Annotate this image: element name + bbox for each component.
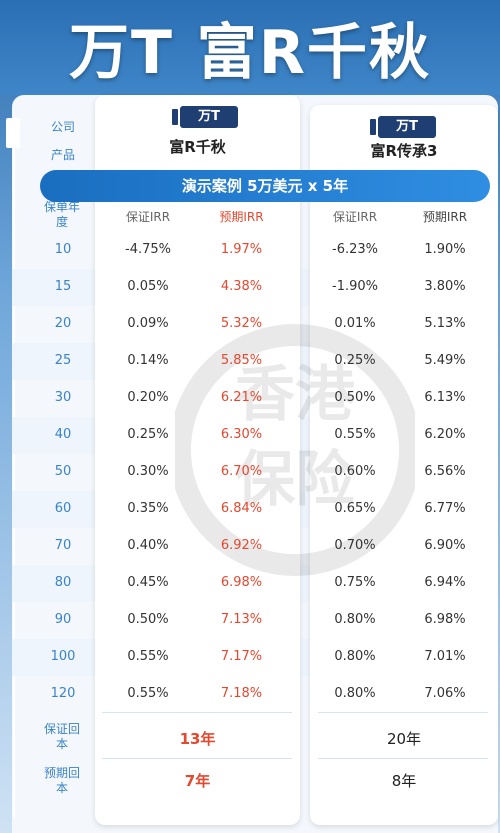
label-guaranteed-breakeven: 保证回本 [43,722,80,751]
expected-irr-a: 6.92% [220,538,263,553]
expected-irr-b: 7.01% [424,649,466,664]
guaranteed-breakeven-b: 20年 [386,730,422,748]
policy-year: 60 [54,501,72,516]
bookmark-tag [6,118,20,148]
expected-irr-a: 6.21% [220,390,263,405]
expected-irr-a: 6.84% [220,501,263,516]
expected-irr-b: 6.13% [424,390,466,405]
expected-irr-b: 6.20% [424,427,466,442]
col-expected-irr-b: 预期IRR [422,210,468,224]
plan-card-b [310,105,498,825]
policy-year: 30 [54,390,72,405]
company-logo-icon [172,109,178,125]
policy-year: 70 [54,538,72,553]
guaranteed-irr-a: 0.50% [127,612,169,627]
guaranteed-irr-b: 0.50% [334,390,376,405]
company-logo-icon [370,119,376,135]
company-logo-b: 万T [378,116,436,138]
expected-irr-b: 7.06% [424,686,466,701]
col-expected-irr-a: 预期IRR [219,210,264,224]
expected-irr-a: 6.30% [220,427,263,442]
guaranteed-irr-b: 0.70% [334,538,376,553]
expected-irr-a: 7.17% [220,649,263,664]
policy-year: 10 [54,242,72,257]
guaranteed-irr-a: 0.40% [127,538,169,553]
policy-year: 120 [50,686,76,701]
guaranteed-irr-b: 0.75% [334,575,376,590]
guaranteed-irr-a: 0.30% [127,464,169,479]
guaranteed-irr-b: 0.01% [334,316,376,331]
expected-irr-b: 5.13% [424,316,466,331]
company-logo-a: 万T [180,106,238,128]
policy-year: 100 [50,649,76,664]
guaranteed-irr-b: 0.55% [334,427,376,442]
expected-irr-a: 7.18% [220,686,263,701]
guaranteed-irr-b: 0.80% [334,612,376,627]
col-guaranteed-irr-b: 保证IRR [332,210,378,224]
expected-irr-b: 5.49% [424,353,466,368]
divider [318,758,488,759]
expected-irr-b: 6.94% [424,575,466,590]
divider [102,758,292,759]
guaranteed-irr-a: 0.14% [127,353,169,368]
guaranteed-irr-a: -4.75% [125,242,171,257]
policy-year: 15 [54,279,72,294]
label-policy-year: 保单年度 [43,200,80,229]
expected-irr-b: 1.90% [424,242,466,257]
guaranteed-irr-a: 0.25% [127,427,169,442]
expected-breakeven-b: 8年 [391,772,417,790]
divider [318,712,488,713]
guaranteed-irr-b: 0.25% [334,353,376,368]
expected-irr-a: 5.85% [220,353,263,368]
label-product: 产品 [50,148,75,162]
bookmark-line [13,118,15,818]
expected-irr-a: 4.38% [220,279,263,294]
expected-irr-a: 1.97% [220,242,263,257]
guaranteed-irr-a: 0.20% [127,390,169,405]
expected-irr-a: 5.32% [220,316,263,331]
expected-irr-a: 6.70% [220,464,263,479]
policy-year: 40 [54,427,72,442]
hero-banner: 万T 富R千秋 [0,0,500,95]
expected-irr-b: 6.90% [424,538,466,553]
guaranteed-irr-b: 0.80% [334,649,376,664]
guaranteed-irr-a: 0.09% [127,316,169,331]
product-name-a: 富R千秋 [169,138,226,156]
expected-breakeven-a: 7年 [184,772,211,790]
product-name-b: 富R传承3 [370,142,438,160]
expected-irr-b: 3.80% [424,279,466,294]
plan-card-a [95,95,300,825]
guaranteed-irr-b: 0.80% [334,686,376,701]
guaranteed-irr-a: 0.35% [127,501,169,516]
expected-irr-b: 6.98% [424,612,466,627]
guaranteed-irr-a: 0.55% [127,649,169,664]
guaranteed-irr-b: -1.90% [332,279,378,294]
label-expected-breakeven: 预期回本 [43,766,80,795]
case-banner: 演示案例 5万美元 x 5年 [40,170,490,202]
expected-irr-a: 7.13% [220,612,263,627]
guaranteed-irr-a: 0.45% [127,575,169,590]
policy-year: 25 [54,353,72,368]
col-guaranteed-irr-a: 保证IRR [125,210,171,224]
policy-year: 20 [54,316,72,331]
expected-irr-b: 6.56% [424,464,466,479]
guaranteed-irr-a: 0.05% [127,279,169,294]
divider [102,712,292,713]
expected-irr-a: 6.98% [220,575,263,590]
label-company: 公司 [50,120,75,134]
policy-year: 80 [54,575,72,590]
guaranteed-irr-b: -6.23% [332,242,378,257]
expected-irr-b: 6.77% [424,501,466,516]
bookmark-decoration [6,118,22,818]
guaranteed-irr-b: 0.60% [334,464,376,479]
guaranteed-breakeven-a: 13年 [179,730,216,748]
guaranteed-irr-a: 0.55% [127,686,169,701]
policy-year: 50 [54,464,72,479]
policy-year: 90 [54,612,72,627]
page-title: 万T 富R千秋 [68,18,432,88]
guaranteed-irr-b: 0.65% [334,501,376,516]
